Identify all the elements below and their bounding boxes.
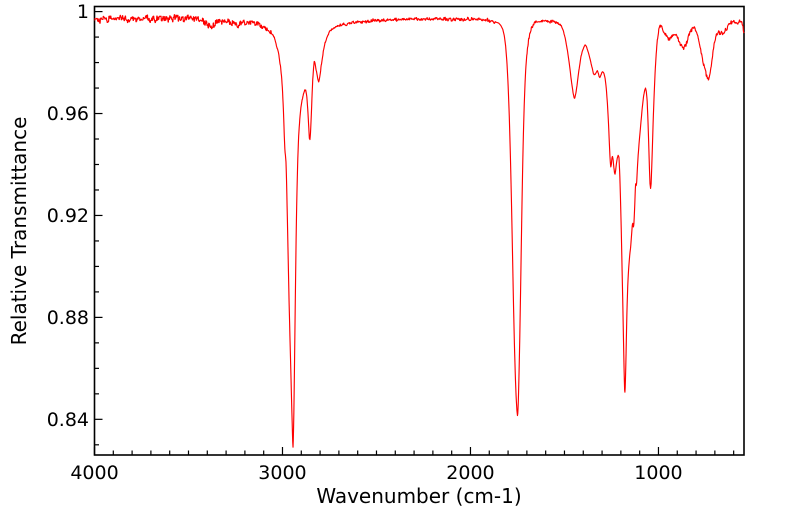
spectrum-curve [94, 14, 745, 448]
plot-frame [93, 5, 745, 456]
y-tick-label: 0.84 [47, 409, 89, 431]
x-axis-ticks [93, 447, 735, 455]
x-tick-label: 1000 [634, 462, 682, 484]
y-tick-label: 0.96 [47, 103, 89, 125]
x-axis-tick-labels: 4000 3000 2000 1000 [70, 462, 682, 484]
x-tick-label: 3000 [258, 462, 306, 484]
y-tick-label: 1 [77, 1, 89, 23]
y-axis-ticks [94, 10, 103, 446]
y-axis-tick-labels: 1 0.96 0.92 0.88 0.84 [47, 1, 89, 431]
y-tick-label: 0.92 [47, 205, 89, 227]
y-axis-label: Relative Transmittance [7, 117, 31, 346]
x-tick-label: 4000 [70, 462, 118, 484]
x-axis-label: Wavenumber (cm-1) [316, 484, 521, 508]
y-tick-label: 0.88 [47, 307, 89, 329]
x-tick-label: 2000 [446, 462, 494, 484]
